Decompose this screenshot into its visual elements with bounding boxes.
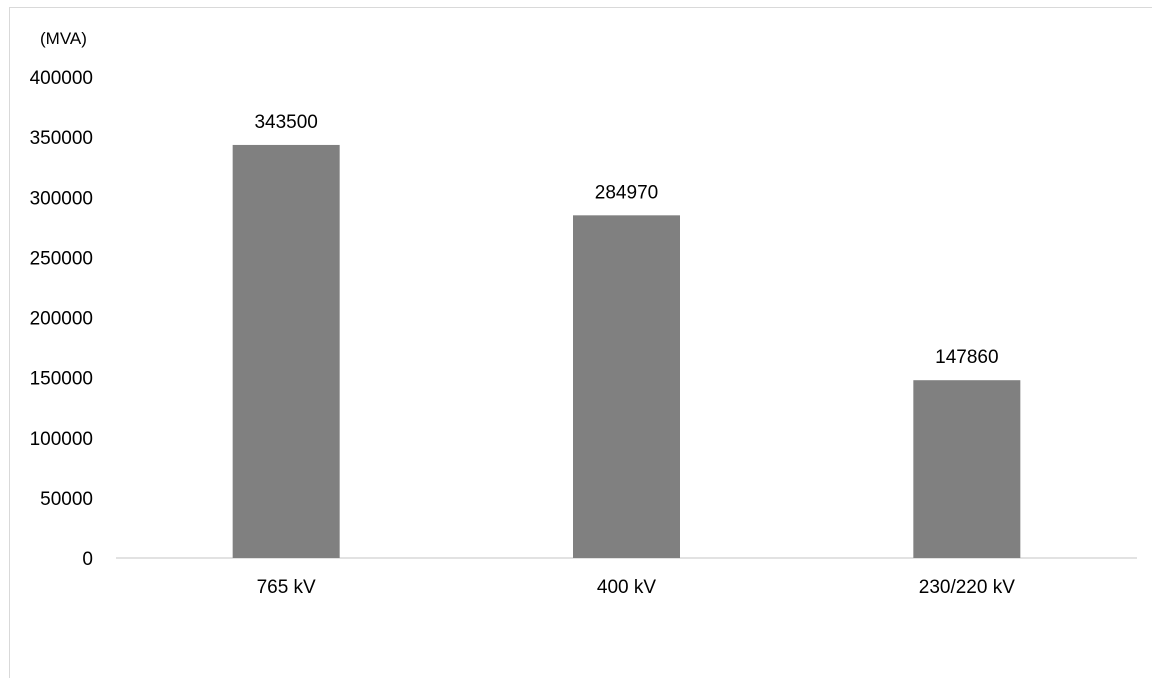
bar-data-label: 147860	[935, 347, 998, 368]
bar-data-label: 284970	[595, 182, 658, 203]
y-axis-ticks: 0 50000 100000 150000 200000 250000 300000 3500…	[30, 68, 93, 570]
bars	[232, 144, 1021, 558]
y-axis-unit-label: (MVA)	[40, 29, 87, 48]
x-category-label: 400 kV	[597, 577, 656, 598]
y-tick-label: 300000	[30, 188, 93, 209]
chart-frame	[9, 7, 1152, 678]
y-tick-label: 100000	[30, 429, 93, 450]
y-tick-label: 400000	[30, 68, 93, 89]
x-category-label: 230/220 kV	[919, 577, 1015, 598]
bar-data-label: 343500	[254, 112, 317, 133]
y-tick-label: 350000	[30, 128, 93, 149]
data-labels: 343500 284970 147860	[254, 112, 998, 368]
y-tick-label: 150000	[30, 369, 93, 390]
y-tick-label: 200000	[30, 309, 93, 330]
y-tick-label: 0	[82, 549, 93, 570]
bar	[573, 215, 680, 558]
y-tick-label: 250000	[30, 248, 93, 269]
bar	[232, 144, 340, 558]
bar	[913, 380, 1021, 558]
x-axis-categories: 765 kV 400 kV 230/220 kV	[257, 577, 1016, 598]
x-category-label: 765 kV	[257, 577, 316, 598]
y-tick-label: 50000	[40, 489, 93, 510]
